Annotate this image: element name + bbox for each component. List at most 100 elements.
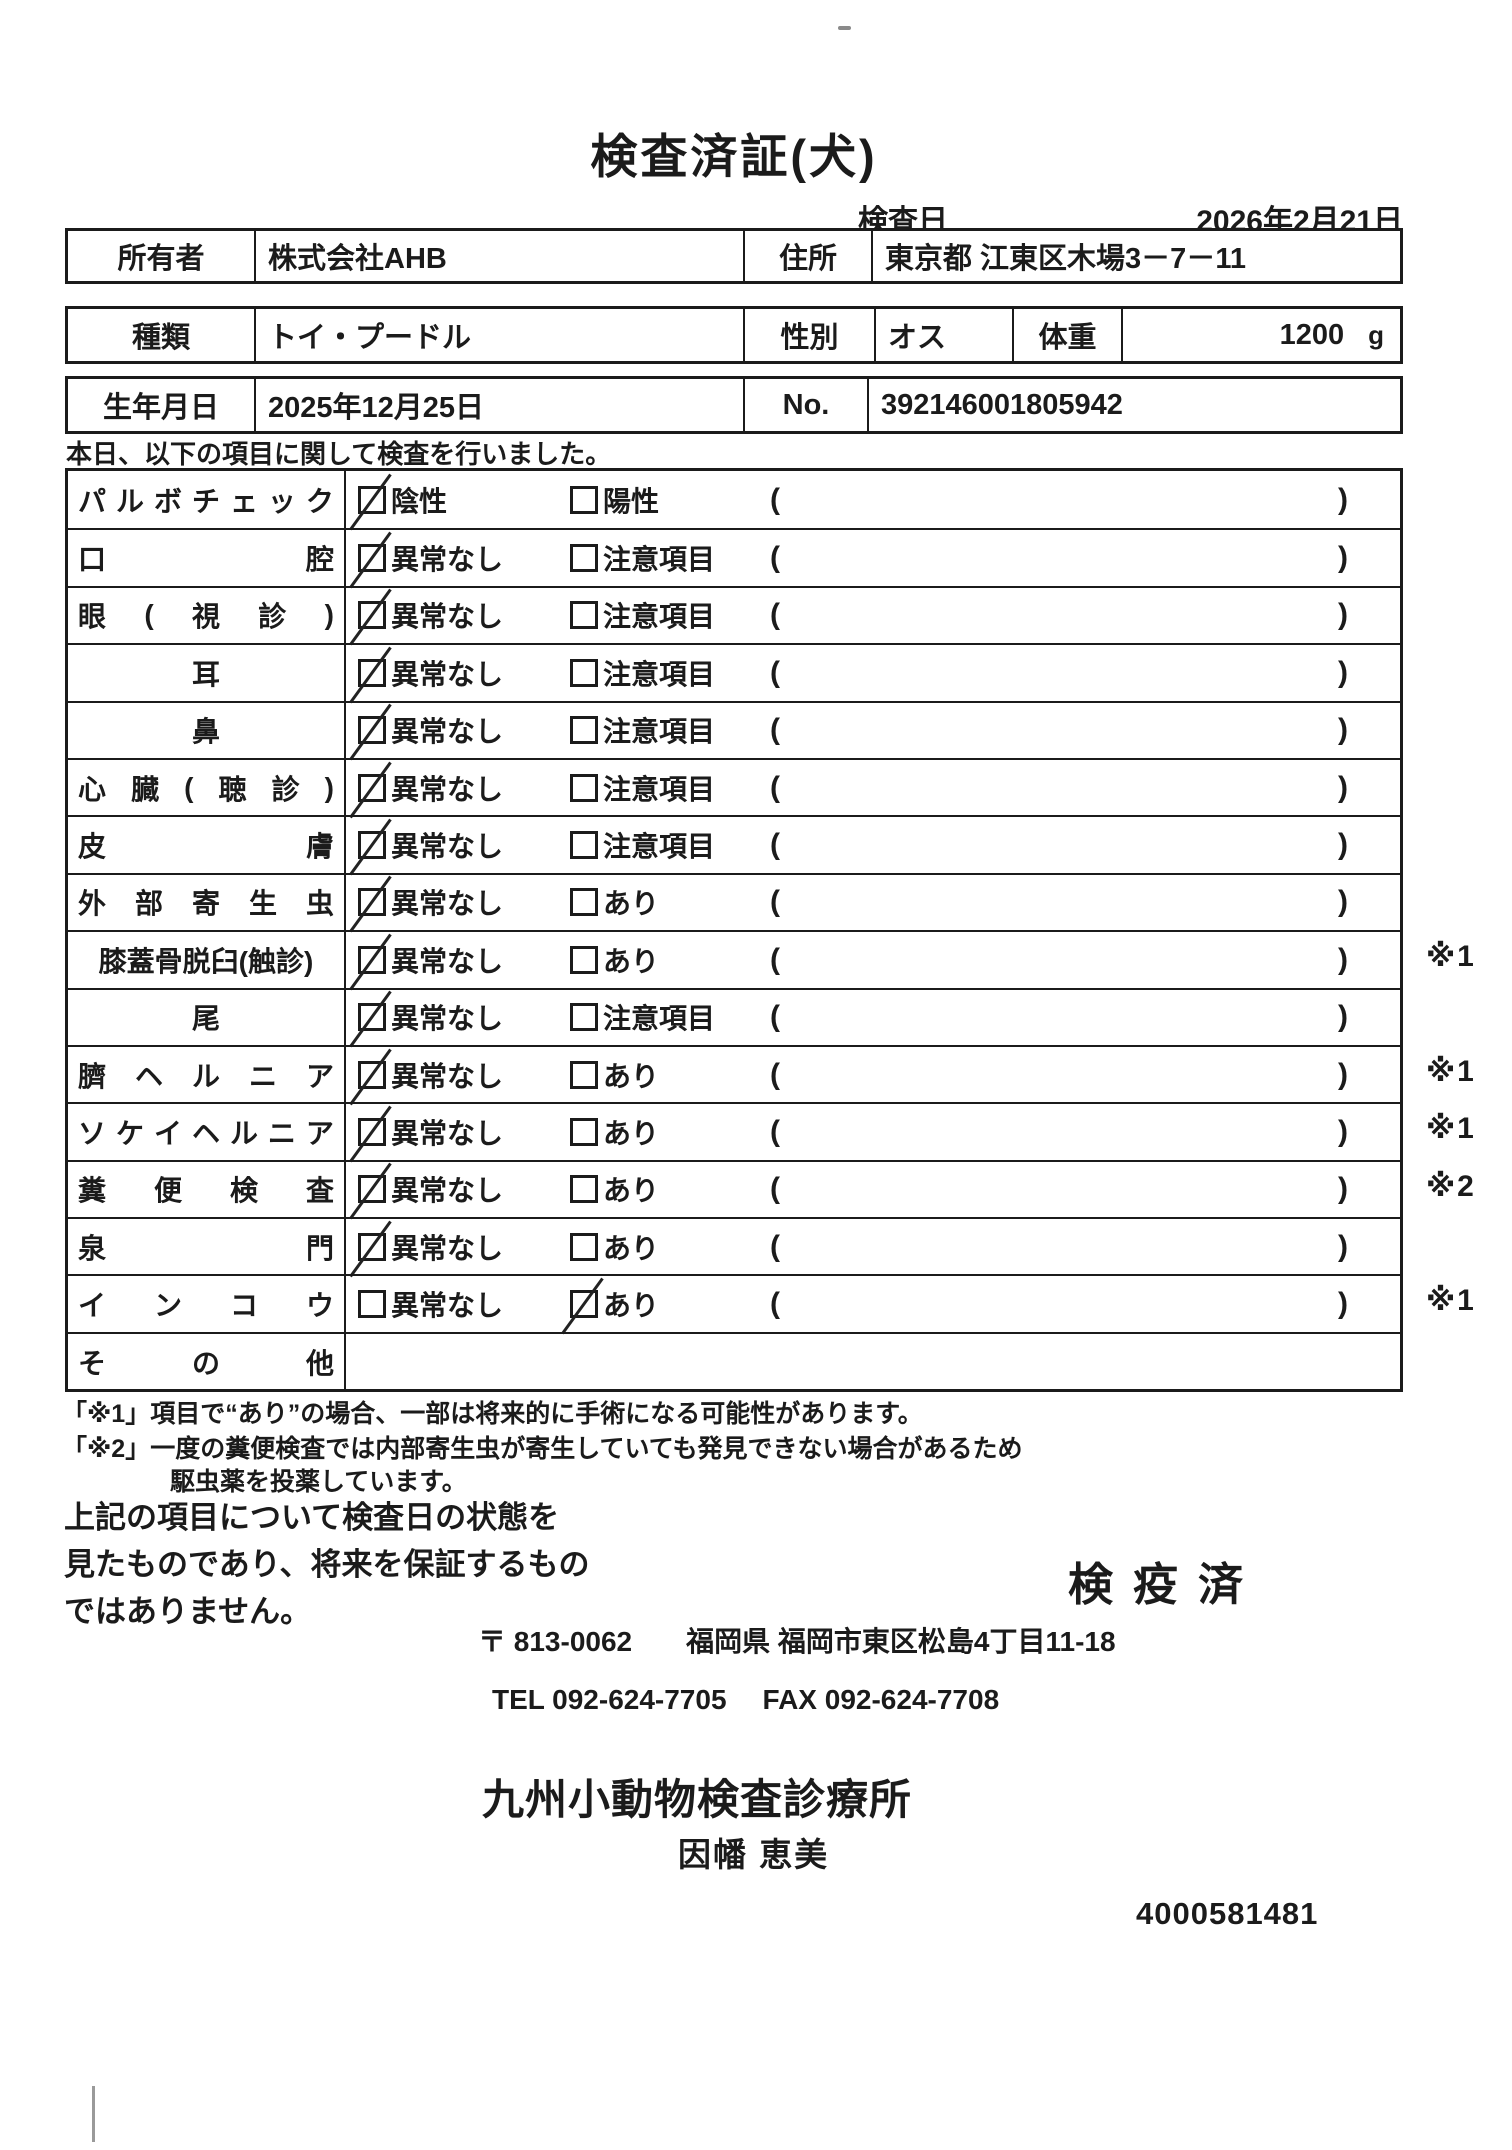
paren-close: ) bbox=[1338, 541, 1348, 575]
clinic-postal: 〒 813-0062 bbox=[478, 1626, 633, 1657]
paren-open: ( bbox=[770, 828, 780, 862]
paren-close: ) bbox=[1338, 1287, 1348, 1321]
clinic-address-line: 〒 813-0062 福岡県 福岡市東区松島4丁目11-18 bbox=[478, 1620, 1116, 1660]
row-content: 陰性 陽性 ( ) bbox=[346, 471, 1400, 528]
option-1: 異常なし bbox=[358, 1227, 570, 1267]
row-content: 異常なし あり ( ) bbox=[346, 1162, 1400, 1217]
animal-table-row2: 生年月日 2025年12月25日 No. 392146001805942 bbox=[65, 376, 1403, 434]
checkbox-icon bbox=[570, 1060, 598, 1089]
checkbox-icon bbox=[358, 658, 386, 687]
paren-close: ) bbox=[1338, 1000, 1348, 1034]
item-label: 皮膚 bbox=[68, 817, 346, 873]
footnote-mark: ※1 bbox=[1426, 1284, 1476, 1318]
checkbox-icon bbox=[358, 1175, 386, 1204]
paren-open: ( bbox=[770, 1287, 780, 1321]
item-label: 眼(視診) bbox=[68, 587, 346, 644]
checkbox-icon bbox=[570, 1290, 598, 1319]
checkbox-icon bbox=[358, 601, 386, 630]
weight-unit: g bbox=[1368, 319, 1384, 350]
checkbox-icon bbox=[570, 1232, 598, 1261]
row-content: 異常なし 注意項目 ( ) bbox=[346, 817, 1400, 872]
option-2-label: あり bbox=[603, 1060, 660, 1092]
paren-open: ( bbox=[770, 885, 780, 919]
option-2-label: あり bbox=[603, 888, 660, 920]
paren-close: ) bbox=[1338, 655, 1348, 689]
option-1: 陰性 bbox=[358, 480, 570, 520]
option-2: あり bbox=[570, 1169, 770, 1209]
footnote-1: 「※1」項目で“あり”の場合、一部は将来的に手術になる可能性があります。 bbox=[62, 1400, 923, 1428]
option-2-label: あり bbox=[603, 1290, 660, 1322]
paren-close: ) bbox=[1338, 1057, 1348, 1091]
paren-close: ) bbox=[1338, 1172, 1348, 1206]
checklist-row: 皮膚 異常なし 注意項目 ( ) bbox=[68, 815, 1400, 873]
checkbox-icon bbox=[358, 1290, 386, 1319]
checkbox-icon bbox=[358, 544, 386, 573]
paren-open: ( bbox=[770, 655, 780, 689]
option-2-label: 注意項目 bbox=[603, 831, 716, 863]
checkbox-icon bbox=[570, 544, 598, 573]
checkbox-icon bbox=[358, 831, 386, 860]
option-2: 注意項目 bbox=[570, 768, 770, 808]
option-2-label: 注意項目 bbox=[603, 658, 716, 690]
option-2-label: 陽性 bbox=[603, 485, 660, 517]
option-2: 注意項目 bbox=[570, 653, 770, 693]
checklist-row: 眼(視診) 異常なし 注意項目 ( ) bbox=[68, 585, 1400, 644]
checklist-row: 泉門 異常なし あり ( ) bbox=[68, 1217, 1400, 1275]
option-2: あり bbox=[570, 1227, 770, 1267]
checkbox-icon bbox=[570, 945, 598, 974]
paren-open: ( bbox=[770, 482, 780, 516]
option-1: 異常なし bbox=[358, 825, 570, 865]
item-label: 心臓(聴診) bbox=[68, 759, 346, 816]
intro-text: 本日、以下の項目に関して検査を行いました。 bbox=[66, 439, 612, 469]
checklist-row: ソケイヘルニア 異常なし あり ( ) ※1 bbox=[68, 1102, 1474, 1160]
disclaimer-text: 上記の項目について検査日の状態を 見たものであり、将来を保証するもの ではありま… bbox=[64, 1500, 590, 1629]
checkbox-icon bbox=[358, 1232, 386, 1261]
footnote-mark: ※1 bbox=[1426, 1054, 1476, 1088]
item-label: 鼻 bbox=[68, 702, 346, 758]
paren-close: ) bbox=[1338, 770, 1348, 804]
item-label: 口腔 bbox=[68, 530, 346, 586]
option-1-label: 異常なし bbox=[391, 773, 504, 805]
footnote-mark: ※2 bbox=[1426, 1169, 1476, 1203]
row-content: 異常なし あり ( ) bbox=[346, 932, 1400, 987]
paren-open: ( bbox=[770, 942, 780, 976]
option-1-label: 異常なし bbox=[391, 945, 504, 977]
sex-label: 性別 bbox=[745, 309, 876, 361]
clinic-tel: TEL 092-624-7705 bbox=[492, 1684, 727, 1715]
checkbox-icon bbox=[358, 1117, 386, 1146]
row-content: 異常なし あり ( ) bbox=[346, 1047, 1400, 1102]
row-content: 異常なし 注意項目 ( ) bbox=[346, 530, 1400, 585]
option-1: 異常なし bbox=[358, 1055, 570, 1095]
option-2: あり bbox=[570, 940, 770, 980]
option-2-label: 注意項目 bbox=[603, 601, 716, 633]
checklist-row: 糞便検査 異常なし あり ( ) ※2 bbox=[68, 1159, 1474, 1218]
checklist-row: 心臓(聴診) 異常なし 注意項目 ( ) bbox=[68, 757, 1400, 816]
paren-close: ) bbox=[1338, 885, 1348, 919]
checklist-row: 鼻 異常なし 注意項目 ( ) bbox=[68, 700, 1400, 758]
owner-value: 株式会社AHB bbox=[256, 231, 745, 281]
checkbox-icon bbox=[358, 485, 386, 514]
option-2: あり bbox=[570, 1055, 770, 1095]
item-label: 泉門 bbox=[68, 1219, 346, 1275]
vet-name: 因幡 恵美 bbox=[678, 1836, 830, 1873]
checkbox-icon bbox=[358, 945, 386, 974]
item-label: 膝蓋骨脱臼(触診) bbox=[68, 932, 346, 988]
option-2: あり bbox=[570, 1284, 770, 1324]
checkbox-icon bbox=[570, 888, 598, 917]
option-1: 異常なし bbox=[358, 1284, 570, 1324]
checklist-row: 外部寄生虫 異常なし あり ( ) bbox=[68, 872, 1400, 931]
paren-open: ( bbox=[770, 713, 780, 747]
clinic-phone-line: TEL 092-624-7705 FAX 092-624-7708 bbox=[492, 1684, 999, 1716]
row-content: 異常なし 注意項目 ( ) bbox=[346, 990, 1400, 1045]
paren-close: ) bbox=[1338, 828, 1348, 862]
checkbox-icon bbox=[358, 888, 386, 917]
row-content bbox=[346, 1334, 1400, 1389]
no-value: 392146001805942 bbox=[881, 388, 1123, 421]
row-content: 異常なし 注意項目 ( ) bbox=[346, 703, 1400, 758]
paren-open: ( bbox=[770, 770, 780, 804]
option-2: 陽性 bbox=[570, 480, 770, 520]
paren-close: ) bbox=[1338, 482, 1348, 516]
checklist-row: 膝蓋骨脱臼(触診) 異常なし あり ( ) ※1 bbox=[68, 930, 1474, 988]
paren-close: ) bbox=[1338, 1114, 1348, 1148]
option-2: あり bbox=[570, 882, 770, 922]
